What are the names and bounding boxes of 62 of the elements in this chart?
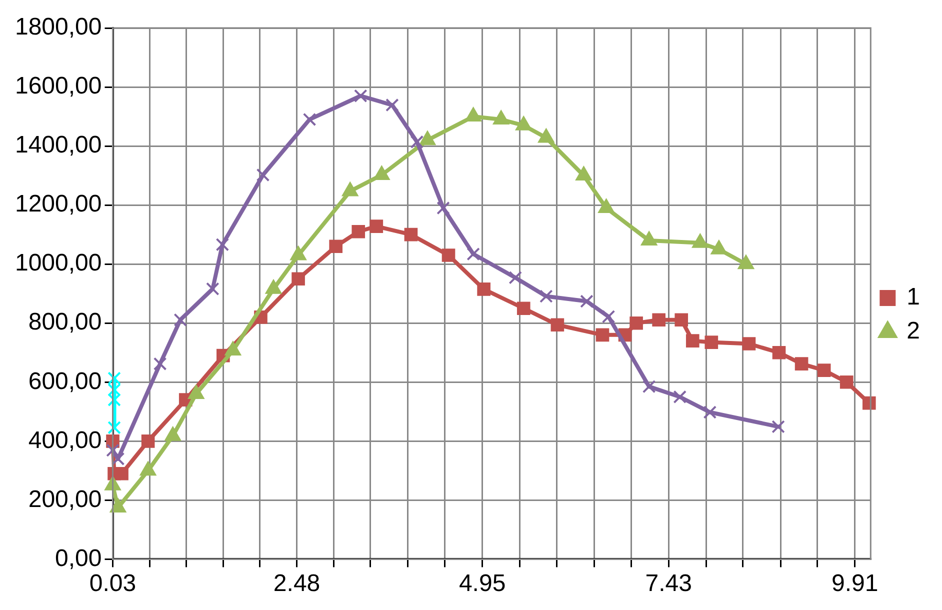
point xyxy=(772,346,786,360)
point xyxy=(596,328,610,342)
y-tick-label: 600,00 xyxy=(28,368,102,395)
point xyxy=(329,240,342,254)
point xyxy=(477,282,490,296)
point xyxy=(153,357,167,370)
point xyxy=(370,220,384,233)
y-tick-label: 1800,00 xyxy=(14,14,102,41)
point xyxy=(862,396,876,410)
point xyxy=(772,420,785,434)
x-tick-label: 7.43 xyxy=(645,570,692,598)
point xyxy=(840,375,854,389)
y-tick-label: 1400,00 xyxy=(14,132,102,159)
x-tick-label: 0.03 xyxy=(89,570,136,598)
point xyxy=(817,364,831,377)
legend-label: 2 xyxy=(906,318,920,345)
x-tick-label: 2.48 xyxy=(273,570,320,598)
y-tick-label: 400,00 xyxy=(28,426,102,454)
legend-label: 1 xyxy=(906,284,920,311)
y-tick-label: 200,00 xyxy=(28,486,102,513)
point xyxy=(108,420,121,434)
y-tick-label: 1000,00 xyxy=(14,250,102,277)
y-tick-label: 800,00 xyxy=(28,308,102,336)
point xyxy=(674,313,688,327)
point xyxy=(516,302,530,316)
point xyxy=(352,224,366,238)
point xyxy=(386,98,399,112)
point xyxy=(404,228,418,242)
point xyxy=(436,201,450,215)
point xyxy=(508,271,522,284)
x-tick-label: 4.95 xyxy=(458,570,506,598)
y-tick-label: 1600,00 xyxy=(14,72,102,100)
point xyxy=(111,452,125,466)
point xyxy=(742,337,756,350)
point xyxy=(466,247,480,261)
y-tick-label: 0,00 xyxy=(55,544,102,572)
point xyxy=(256,168,270,182)
point xyxy=(106,444,120,457)
point xyxy=(302,112,316,126)
point xyxy=(174,313,188,327)
point xyxy=(540,290,553,303)
point xyxy=(686,334,700,348)
point xyxy=(642,380,656,394)
point xyxy=(354,89,368,103)
point xyxy=(292,272,305,286)
point xyxy=(794,357,808,370)
point xyxy=(652,313,666,327)
point xyxy=(115,466,128,480)
point xyxy=(630,316,643,330)
point xyxy=(206,282,220,296)
x-tick-label: 9.91 xyxy=(832,570,878,598)
point xyxy=(602,310,616,324)
point xyxy=(580,294,594,308)
point xyxy=(442,248,456,262)
point xyxy=(141,434,155,448)
y-tick-label: 1200,00 xyxy=(14,190,102,218)
point xyxy=(550,318,564,332)
point xyxy=(703,406,717,419)
point xyxy=(216,238,230,252)
point xyxy=(410,135,424,149)
point xyxy=(704,336,718,349)
point xyxy=(673,390,687,404)
